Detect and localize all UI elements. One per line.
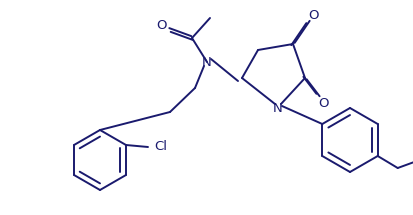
Text: N: N: [273, 101, 282, 115]
Text: Cl: Cl: [154, 140, 167, 154]
Text: O: O: [318, 97, 328, 109]
Text: O: O: [157, 18, 167, 32]
Text: N: N: [202, 55, 211, 69]
Text: O: O: [308, 9, 318, 22]
